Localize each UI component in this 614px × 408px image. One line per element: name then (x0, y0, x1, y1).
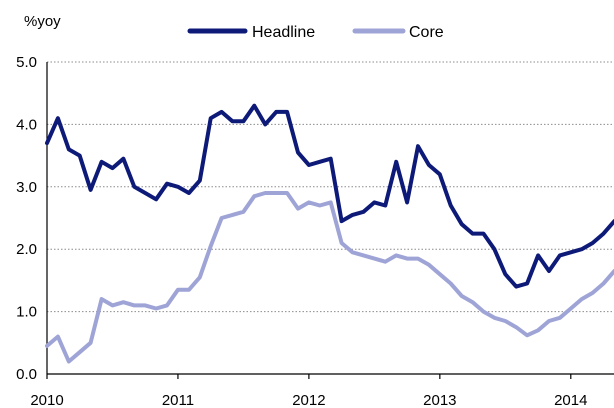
y-tick-label: 1.0 (16, 304, 37, 321)
y-tick-label: 3.0 (16, 179, 37, 196)
y-tick-label: 2.0 (16, 241, 37, 258)
x-tick-label: 2010 (30, 392, 63, 408)
x-tick-label: 2013 (423, 392, 456, 408)
y-tick-label: 5.0 (16, 54, 37, 71)
axes (46, 62, 614, 375)
y-tick-label: 4.0 (16, 116, 37, 133)
series-line-core (45, 191, 614, 364)
x-tick-labels: 2010 2011 2012 2013 2014 (30, 374, 587, 408)
y-tick-labels: 0.0 1.0 2.0 3.0 4.0 5.0 (16, 54, 37, 383)
x-tick-label: 2012 (292, 392, 325, 408)
y-tick-label: 0.0 (16, 366, 37, 383)
x-tick-label: 2011 (162, 392, 194, 408)
x-tick-label: 2014 (554, 392, 587, 408)
legend-label-headline: Headline (252, 24, 315, 41)
gridlines (47, 61, 614, 313)
legend-label-core: Core (409, 24, 444, 41)
series-line-headline (45, 103, 614, 289)
series-lines (45, 103, 614, 364)
y-axis-label: %yoy (24, 13, 61, 30)
legend: Headline Core (187, 24, 444, 41)
